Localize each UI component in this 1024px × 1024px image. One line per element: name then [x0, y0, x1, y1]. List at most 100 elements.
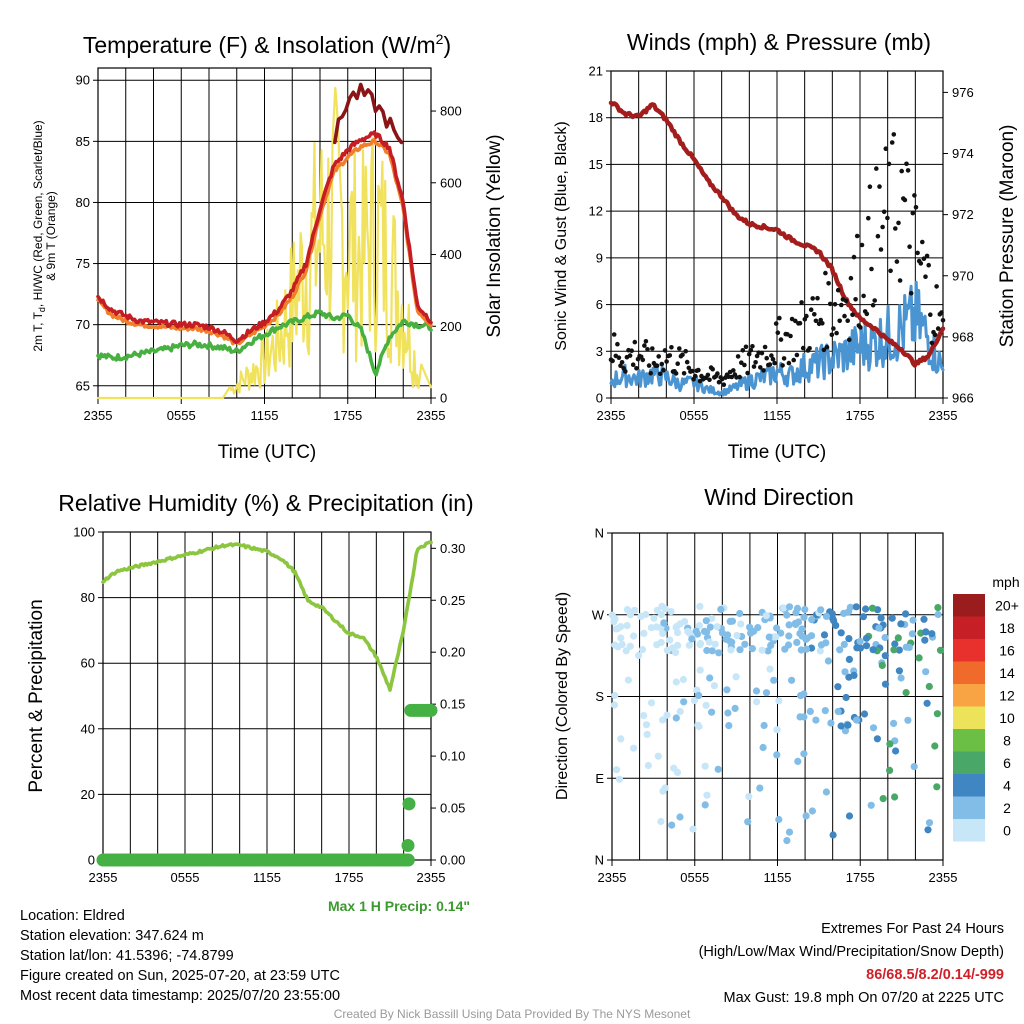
- direction-point: [727, 646, 735, 654]
- gust-point: [881, 209, 887, 215]
- gust-point: [640, 357, 646, 363]
- direction-point: [829, 831, 837, 839]
- gust-point: [921, 256, 927, 262]
- colorbar-swatch: [953, 706, 985, 729]
- wind-xlabel: Time (UTC): [728, 442, 827, 463]
- direction-point: [821, 707, 829, 715]
- direction-point: [741, 640, 749, 648]
- gust-point: [680, 352, 685, 358]
- rh-xtick-label: 2355: [417, 870, 446, 885]
- gust-point: [905, 168, 911, 173]
- direction-point: [673, 768, 682, 777]
- gust-point: [869, 266, 874, 272]
- gust-point: [716, 379, 722, 385]
- gust-point: [926, 262, 931, 268]
- gust-point: [847, 337, 852, 343]
- gust-point: [794, 352, 800, 358]
- gust-point: [808, 307, 814, 313]
- gust-point: [650, 346, 655, 351]
- direction-point: [775, 697, 783, 705]
- wind-ytick-label: 0: [596, 391, 603, 406]
- dir-ytick-label: E: [595, 771, 604, 786]
- direction-point: [817, 641, 826, 649]
- gust-point: [611, 332, 617, 337]
- gust-point: [831, 326, 836, 331]
- direction-point: [842, 693, 850, 702]
- direction-point: [775, 815, 783, 824]
- colorbar-swatch: [953, 729, 985, 752]
- gust-point: [648, 370, 653, 376]
- direction-point: [936, 646, 945, 654]
- direction-point: [617, 623, 625, 631]
- gust-point: [897, 278, 903, 283]
- direction-point: [723, 686, 731, 694]
- gust-point: [689, 368, 695, 374]
- temp-2m-line: [96, 130, 433, 345]
- direction-point: [902, 689, 910, 697]
- direction-point: [783, 611, 791, 619]
- direction-point: [659, 787, 667, 795]
- direction-point: [658, 602, 666, 610]
- direction-point: [638, 646, 647, 654]
- direction-point: [816, 647, 824, 655]
- direction-point: [773, 624, 781, 632]
- rh-chart: 0 20 40 60 80 100 0.00 0.05 0.10 0.15 0.20 0.25 0.30…: [73, 525, 465, 886]
- direction-point: [840, 640, 848, 649]
- gust-point: [929, 340, 935, 346]
- direction-point: [608, 611, 616, 619]
- gust-point: [870, 302, 876, 308]
- gust-point: [880, 224, 885, 230]
- direction-point: [867, 801, 875, 809]
- wind-xtick-label: 1755: [846, 408, 875, 423]
- gust-point: [908, 290, 914, 296]
- wind-ytick-label: 3: [596, 344, 603, 359]
- colorbar-swatch: [953, 819, 985, 842]
- gust-point: [928, 312, 933, 318]
- precip-point: [402, 797, 416, 811]
- dir-xtick-label: 1155: [764, 870, 792, 885]
- temp-chart: 65 70 75 80 85 90 0 200 400 600 800 2355 0555 1155 175…: [76, 67, 462, 423]
- direction-point: [881, 633, 889, 642]
- sonic-wind-line: [609, 280, 945, 397]
- direction-point: [895, 667, 904, 675]
- direction-point: [806, 707, 814, 716]
- wind-ytick-label: 21: [589, 64, 603, 79]
- temp-ytick-label: 85: [76, 134, 90, 149]
- gust-point: [710, 366, 715, 372]
- direction-point: [685, 641, 693, 649]
- direction-point: [744, 818, 752, 826]
- direction-point: [689, 825, 697, 833]
- wind-chart-title: Winds (mph) & Pressure (mb): [627, 29, 931, 55]
- direction-point: [888, 614, 896, 622]
- direction-point: [688, 635, 696, 643]
- gust-point: [912, 193, 917, 198]
- direction-point: [695, 691, 703, 700]
- gust-point: [615, 341, 620, 347]
- rh-xtick-label: 0555: [171, 870, 200, 885]
- direction-point: [710, 682, 719, 690]
- precip-point: [401, 853, 415, 867]
- gust-point: [904, 161, 909, 167]
- gust-point: [823, 270, 828, 276]
- direction-point: [759, 743, 767, 752]
- rh-ylabel: Percent & Precipitation: [26, 599, 47, 792]
- direction-point: [869, 724, 878, 732]
- direction-point: [881, 680, 890, 688]
- direction-point: [862, 642, 871, 650]
- direction-point: [807, 632, 816, 640]
- direction-point: [892, 747, 900, 755]
- extremes-subtitle: (High/Low/Max Wind/Precipitation/Snow De…: [698, 944, 1004, 960]
- direction-point: [692, 627, 700, 635]
- temp-ylabel: 2m T, Td, HI/WC (Red, Green, Scarlet/Blu…: [31, 120, 58, 351]
- direction-point: [800, 713, 808, 721]
- rh-ytick-label: 80: [81, 590, 95, 605]
- gust-point: [791, 357, 796, 363]
- dir-xtick-label: 2355: [598, 870, 627, 885]
- direction-point: [793, 638, 801, 647]
- colorbar-label: 16: [999, 642, 1015, 658]
- direction-point: [752, 687, 761, 695]
- rh-chart-title: Relative Humidity (%) & Precipitation (i…: [58, 490, 473, 516]
- direction-point: [875, 624, 883, 632]
- direction-point: [895, 646, 903, 654]
- colorbar-label: 2: [1003, 800, 1011, 816]
